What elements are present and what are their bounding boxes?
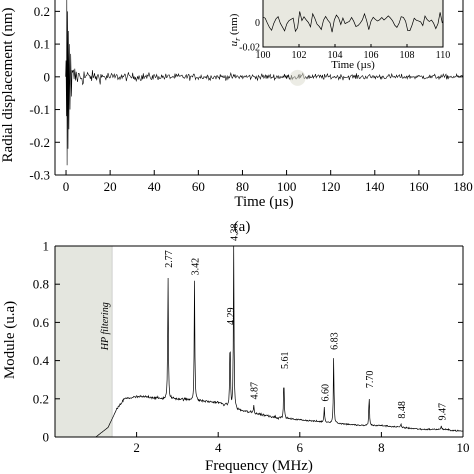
x-tick-label: 100 [277,179,297,194]
x-tick-label: 2 [133,440,140,455]
time-domain-chart: 0 20 40 60 80 100 120 140 160 180 -0.3 -0.2 -0.1 0 0.1… [0,0,473,235]
x-axis-label: Time (µs) [234,194,293,210]
x-tick-label: 140 [365,179,385,194]
x-tick-label: 0 [63,179,70,194]
peak-label: 9.47 [437,403,448,421]
hp-filter-region [55,246,113,437]
x-tick-label: 20 [104,179,117,194]
inset-x-tick-label: 110 [436,50,451,61]
peak-label: 8.48 [397,401,408,419]
hp-filter-label: HP filtering [100,302,111,351]
y-tick-label: 0.8 [33,277,49,292]
x-tick-label: 120 [321,179,341,194]
x-tick-label: 6 [297,440,304,455]
y-tick-label: 0.6 [33,315,50,330]
inset-x-label: Time (µs) [331,59,375,71]
peak-label: 4.29 [226,308,237,326]
peak-label: 4.38 [230,224,241,242]
y-tick-label: -0.2 [29,135,50,150]
y-tick-label: -0.3 [29,168,50,183]
inset-x-tick-label: 108 [400,50,415,61]
peak-label: 7.70 [365,371,376,389]
inset-y-label: ur (nm) [228,13,242,46]
inset-y-tick-label: -0.02 [239,43,260,54]
peak-label: 2.77 [164,250,175,268]
y-axis-label: Radial displacement (nm) [0,8,16,163]
y-axis-label: Module (u.a) [2,301,18,379]
y-tick-label: 0 [43,430,50,445]
y-tick-label: -0.1 [29,102,50,117]
peak-label: 6.83 [330,332,341,350]
inset-x-tick-label: 100 [256,50,271,61]
y-tick-label: 0.2 [34,4,50,19]
peak-label: 3.42 [191,258,202,276]
y-tick-label: 0.2 [33,391,49,406]
x-tick-label: 80 [236,179,249,194]
y-tick-label: 0 [44,69,51,84]
x-tick-label: 180 [453,179,473,194]
frequency-spectrum-chart: HP filtering 2.77 3.42 4.29 4.38 4.87 5.61 6.60… [2,224,470,474]
inset-series [262,11,443,33]
y-tick-label: 1 [43,239,50,254]
x-tick-label: 40 [148,179,161,194]
x-tick-label: 60 [192,179,205,194]
inset-y-tick-label: 0 [255,18,260,29]
peak-label: 4.87 [250,382,261,400]
peak-label: 6.60 [320,384,331,402]
x-tick-label: 8 [378,440,385,455]
x-tick-label: 4 [215,440,222,455]
displacement-series [65,0,464,166]
inset-marker [289,69,306,86]
inset-x-tick-label: 104 [328,50,343,61]
x-tick-label: 160 [409,179,429,194]
spectrum-series [55,245,463,438]
x-tick-label: 10 [457,440,470,455]
inset-box [262,0,444,48]
y-tick-label: 0.1 [34,37,50,52]
peak-label: 5.61 [280,351,291,369]
inset-x-tick-label: 106 [364,50,379,61]
x-axis-label: Frequency (MHz) [205,458,313,474]
panel-label: (a) [234,219,251,235]
inset-x-tick-label: 102 [292,50,307,61]
y-tick-label: 0.4 [33,353,50,368]
